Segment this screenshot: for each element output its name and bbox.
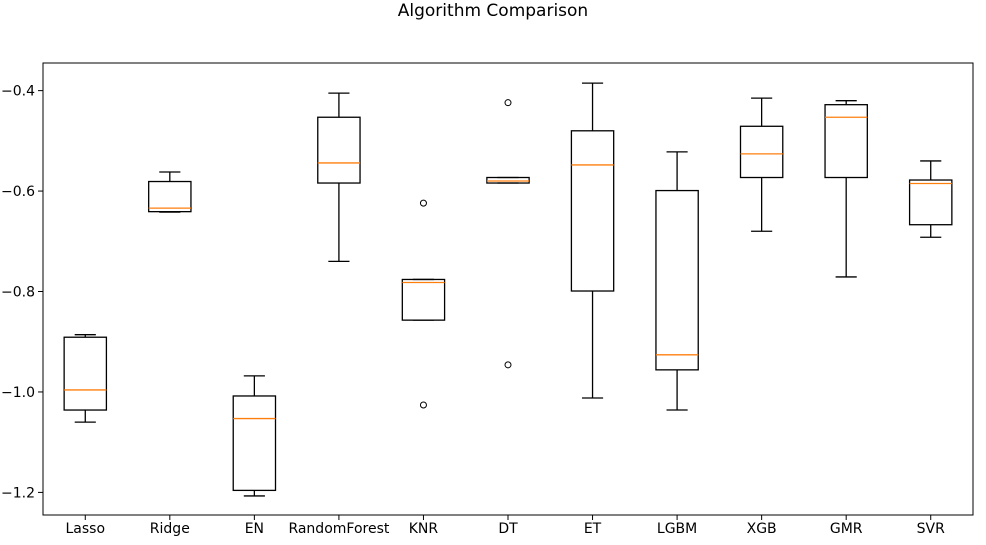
box-iqr	[739, 125, 784, 179]
box-iqr	[148, 180, 192, 213]
box-group	[486, 99, 530, 369]
x-tick-label: EN	[245, 521, 264, 537]
box-iqr	[401, 278, 446, 321]
y-tick-label: −0.8	[1, 285, 35, 301]
box-group	[908, 160, 953, 238]
box-group	[63, 334, 108, 423]
outlier-point	[504, 361, 512, 369]
box-iqr	[63, 336, 108, 411]
box-iqr	[317, 116, 361, 184]
chart-title: Algorithm Comparison	[397, 1, 589, 21]
plot-frame	[42, 62, 974, 516]
boxes-layer	[63, 82, 953, 497]
outlier-point	[419, 401, 427, 409]
y-tick-label: −0.4	[1, 84, 35, 100]
box-group	[317, 92, 361, 263]
x-tick-label: Lasso	[65, 521, 105, 537]
box-group	[570, 82, 615, 399]
x-tick-label: ET	[584, 521, 602, 537]
x-tick-label: SVR	[917, 521, 945, 537]
box-group	[655, 151, 699, 411]
x-tick-label: RandomForest	[288, 521, 389, 537]
y-tick-label: −1.2	[1, 485, 35, 501]
x-tick-label: KNR	[409, 521, 439, 537]
box-group	[148, 171, 192, 213]
y-tick-label: −1.0	[1, 385, 35, 401]
box-group	[232, 375, 277, 497]
box-iqr	[486, 176, 530, 184]
x-tick-label: Ridge	[150, 521, 190, 537]
box-iqr	[908, 179, 953, 226]
x-tick-label: GMR	[830, 521, 863, 537]
box-group	[739, 97, 784, 232]
y-axis: −0.4 −0.6 −0.8 −1.0 −1.2	[1, 84, 43, 501]
box-iqr	[232, 395, 277, 492]
box-group	[401, 199, 446, 409]
outlier-point	[419, 199, 427, 207]
box-iqr	[655, 189, 699, 371]
box-iqr	[570, 130, 615, 292]
y-tick-label: −0.6	[1, 184, 35, 200]
box-group	[824, 100, 868, 278]
x-tick-label: XGB	[747, 521, 777, 537]
x-tick-label: DT	[498, 521, 518, 537]
x-axis: Lasso Ridge EN RandomForest KNR DT ET LGBM XGB GM…	[65, 515, 945, 537]
outlier-point	[504, 99, 512, 107]
x-tick-label: LGBM	[657, 521, 697, 537]
box-iqr	[824, 104, 868, 179]
